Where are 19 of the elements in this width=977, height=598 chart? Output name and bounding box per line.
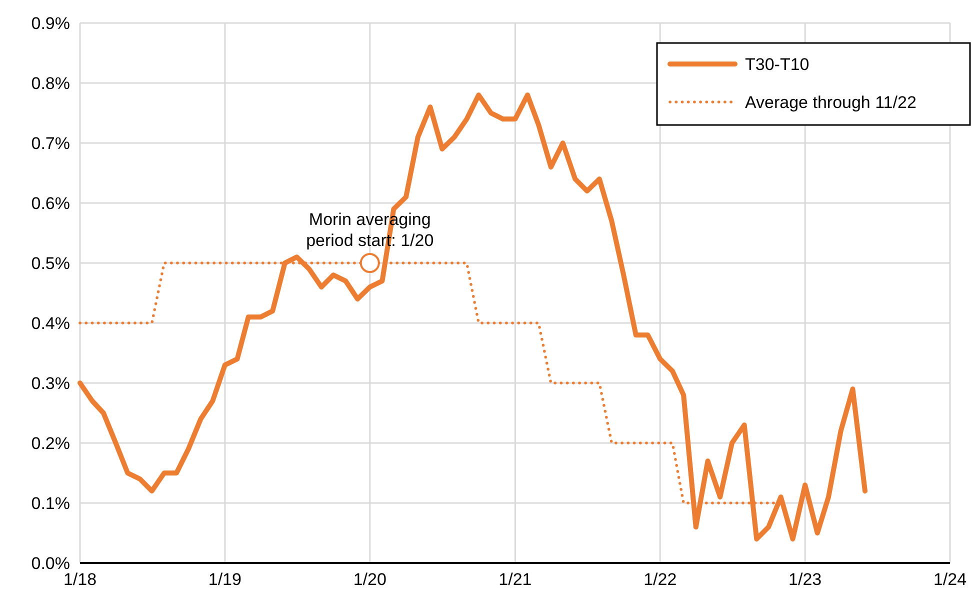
y-tick-label: 0.4%	[31, 314, 70, 333]
y-tick-label: 0.0%	[31, 554, 70, 573]
y-tick-label: 0.8%	[31, 74, 70, 93]
legend-label: T30-T10	[745, 54, 810, 74]
y-tick-label: 0.3%	[31, 374, 70, 393]
y-tick-label: 0.1%	[31, 494, 70, 513]
y-tick-label: 0.5%	[31, 254, 70, 273]
x-tick-label: 1/24	[933, 570, 967, 589]
y-tick-label: 0.7%	[31, 134, 70, 153]
x-tick-label: 1/20	[353, 570, 386, 589]
y-tick-label: 0.9%	[31, 14, 70, 33]
x-tick-label: 1/18	[63, 570, 97, 589]
x-tick-label: 1/21	[498, 570, 532, 589]
x-tick-label: 1/19	[208, 570, 242, 589]
x-tick-label: 1/22	[644, 570, 677, 589]
y-tick-label: 0.6%	[31, 194, 70, 213]
legend-label: Average through 11/22	[745, 92, 916, 112]
x-tick-label: 1/23	[788, 570, 822, 589]
y-tick-label: 0.2%	[31, 434, 70, 453]
